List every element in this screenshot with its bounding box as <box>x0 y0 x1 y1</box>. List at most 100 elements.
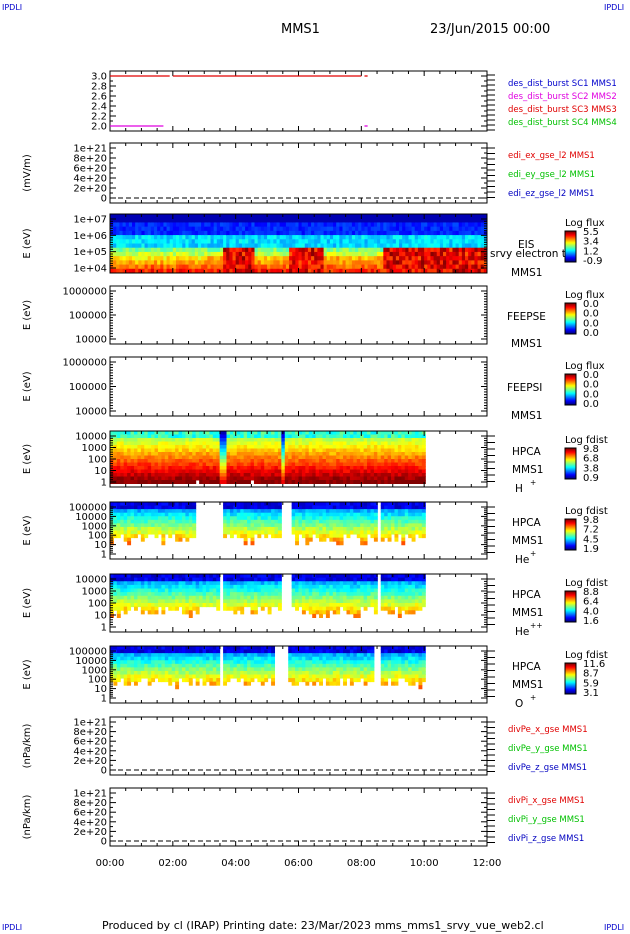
eis-spectrogram-cell <box>160 268 164 274</box>
hpca_he-spectrogram-cell <box>260 523 265 528</box>
eis-spectrogram-cell <box>116 243 120 249</box>
eis-spectrogram-cell <box>433 264 438 270</box>
hpca_he-spectrogram-cell <box>315 534 320 539</box>
hpca_h-spectrogram-cell <box>411 459 416 463</box>
eis-spectrogram-cell <box>197 243 202 249</box>
eis-colorbar-cell <box>565 239 576 241</box>
hpca_he-spectrogram-cell <box>363 537 368 542</box>
hpca_h-spectrogram-cell <box>216 445 221 449</box>
hpca_h-spectrogram-cell <box>421 438 426 442</box>
hpca_h-spectrogram-cell <box>130 455 135 460</box>
hpca_he-spectrogram-cell <box>154 516 159 521</box>
hpca_he-spectrogram-cell <box>113 519 118 524</box>
hpca_he-colorbar-cell <box>565 527 576 529</box>
hpca_he-spectrogram-cell <box>226 516 231 521</box>
eis-spectrogram-cell <box>292 230 296 236</box>
hpca_he-spectrogram-cell <box>404 519 409 524</box>
eis-spectrogram-cell <box>210 260 215 266</box>
hpca_he-spectrogram-cell <box>408 509 413 514</box>
eis-spectrogram-cell <box>358 247 362 253</box>
hpca_he-spectrogram-cell <box>336 509 341 514</box>
hpca_he-spectrogram-cell <box>277 526 282 531</box>
hpca_h-spectrogram-cell <box>110 469 114 474</box>
eis-spectrogram-cell <box>110 222 114 228</box>
hpca_h-spectrogram-cell <box>339 445 344 449</box>
hpca_h-spectrogram-cell <box>127 462 132 467</box>
hpca_he-spectrogram-cell <box>298 502 303 507</box>
hpca_h-spectrogram-cell <box>298 441 303 446</box>
hpca_he-spectrogram-cell <box>140 516 145 521</box>
eis-spectrogram-cell <box>351 268 356 274</box>
eis-spectrogram-cell <box>273 264 278 270</box>
hpca_he-spectrogram-cell <box>332 509 337 514</box>
hpca_h-spectrogram-cell <box>305 441 310 446</box>
eis-spectrogram-cell <box>232 247 237 253</box>
eis-spectrogram-cell <box>320 218 325 223</box>
hpca_he-spectrogram-cell <box>332 519 337 524</box>
eis-spectrogram-cell <box>119 268 124 274</box>
hpca_h-spectrogram-cell <box>408 466 413 470</box>
hpca_he-spectrogram-cell <box>188 519 193 524</box>
hpca_he-spectrogram-cell <box>267 505 272 510</box>
hpca_he-spectrogram-cell <box>257 530 262 535</box>
hpca_h-spectrogram-cell <box>243 476 248 481</box>
eis-spectrogram-cell <box>358 243 362 249</box>
eis-spectrogram-cell <box>307 222 312 228</box>
eis-spectrogram-cell <box>320 226 325 232</box>
eis-spectrogram-cell <box>289 214 293 219</box>
hpca_h-spectrogram-cell <box>339 473 344 477</box>
hpca_h-spectrogram-cell <box>308 462 313 467</box>
hpca_he-spectrogram-cell <box>356 523 361 528</box>
hpca_h-spectrogram-cell <box>144 431 149 435</box>
hpca_he-spectrogram-cell <box>339 502 344 507</box>
eis-spectrogram-cell <box>204 260 208 266</box>
hpca_h-spectrogram-cell <box>253 434 258 439</box>
hpca_h-spectrogram-cell <box>212 476 217 481</box>
hpca_h-spectrogram-cell <box>274 431 279 435</box>
eis-spectrogram-cell <box>436 264 441 270</box>
eis-spectrogram-cell <box>430 226 435 232</box>
hpca_h-spectrogram-cell <box>384 476 389 481</box>
eis-spectrogram-cell <box>150 260 155 266</box>
hpca_he-spectrogram-cell <box>391 523 395 528</box>
eis-spectrogram-cell <box>367 226 372 232</box>
eis-spectrogram-cell <box>267 214 271 219</box>
hpca_he-spectrogram-cell <box>178 537 183 542</box>
eis-spectrogram-cell <box>326 235 331 240</box>
eis-species-label: srvy electron to <box>490 248 572 260</box>
divpi-ytick-label: 1e+21 <box>73 789 107 800</box>
hpca_h-spectrogram-cell <box>370 448 375 453</box>
hpca_h-spectrogram-cell <box>349 469 354 474</box>
eis-spectrogram-cell <box>389 239 394 244</box>
hpca_he-spectrogram-cell <box>161 519 166 524</box>
hpca_he-spectrogram-cell <box>130 505 135 510</box>
hpca_h-spectrogram-cell <box>209 452 214 456</box>
hpca_he-spectrogram-cell <box>171 509 176 514</box>
eis-spectrogram-cell <box>380 218 384 223</box>
eis-spectrogram-cell <box>160 264 164 270</box>
eis-spectrogram-cell <box>392 247 397 253</box>
eis-spectrogram-cell <box>128 226 133 232</box>
hpca_h-spectrogram-cell <box>329 448 334 453</box>
eis-spectrogram-cell <box>245 260 249 266</box>
feepse-colorbar-cell <box>565 331 576 334</box>
eis-spectrogram-cell <box>336 226 340 232</box>
eis-spectrogram-cell <box>147 230 152 236</box>
hpca_he-spectrogram-cell <box>240 502 245 507</box>
eis-spectrogram-cell <box>204 230 208 236</box>
eis-spectrogram-cell <box>229 251 234 257</box>
eis-spectrogram-cell <box>373 218 378 223</box>
hpca_h-spectrogram-cell <box>298 466 303 470</box>
eis-spectrogram-cell <box>465 243 469 249</box>
hpca_h-spectrogram-cell <box>336 431 341 435</box>
hpca_he-spectrogram-cell <box>305 534 310 539</box>
hpca_he-spectrogram-cell <box>349 516 354 521</box>
eis-spectrogram-cell <box>254 230 259 236</box>
eis-spectrogram-cell <box>147 268 152 274</box>
hpca_h-spectrogram-cell <box>346 455 351 460</box>
eis-spectrogram-cell <box>301 222 306 228</box>
hpca_he-spectrogram-cell <box>305 505 310 510</box>
hpca_h-spectrogram-cell <box>277 466 282 470</box>
hpca_h-colorbar-cell <box>565 460 576 462</box>
eis-spectrogram-cell <box>386 260 391 266</box>
